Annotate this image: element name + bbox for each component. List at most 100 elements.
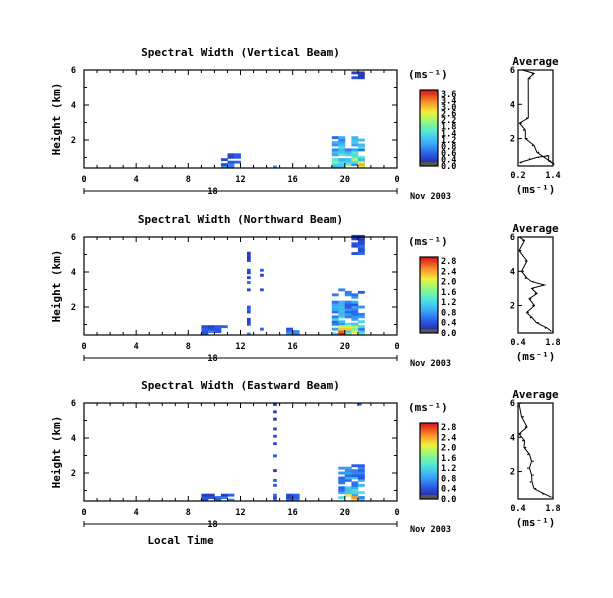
colorbar-cell	[420, 312, 438, 315]
cell	[227, 160, 235, 164]
colorbar-cell	[420, 152, 438, 156]
profile-point	[537, 151, 540, 154]
profile-point	[520, 122, 522, 124]
x-tick-label: 4	[134, 175, 139, 185]
colorbar-cell	[420, 453, 438, 456]
cell	[338, 471, 346, 475]
date-day: 18	[207, 187, 217, 197]
profile-point	[523, 129, 525, 131]
profile-point	[527, 311, 529, 314]
profile-x-tick-label: 1.4	[545, 171, 560, 181]
profile-title: Average	[512, 55, 559, 68]
colorbar-cell	[420, 459, 438, 462]
cell	[331, 141, 339, 144]
cell	[201, 325, 209, 329]
profile-point	[522, 439, 524, 442]
cell	[357, 252, 365, 255]
y-tick-label: 4	[71, 268, 76, 278]
cell	[351, 160, 359, 164]
colorbar-cell	[420, 447, 438, 451]
plot-frame	[83, 236, 398, 336]
colorbar-cell	[420, 470, 438, 473]
profile-unit: (ms⁻¹)	[516, 516, 556, 529]
colorbar-zero	[420, 495, 438, 499]
cell	[201, 332, 209, 336]
y-tick-label: 6	[71, 66, 76, 76]
colorbar-cell	[420, 116, 438, 119]
cell	[351, 158, 359, 162]
cell	[201, 327, 209, 331]
cell	[247, 254, 251, 258]
cell	[247, 256, 251, 260]
cell	[351, 471, 359, 475]
colorbar-cell	[420, 472, 438, 475]
cell	[344, 330, 352, 333]
colorbar-cell	[420, 428, 438, 432]
cell	[286, 493, 293, 497]
cell	[338, 308, 346, 311]
cell	[273, 417, 277, 421]
cell	[344, 486, 352, 490]
cell	[351, 155, 359, 159]
cell	[357, 138, 365, 142]
profile-point	[526, 137, 528, 140]
profile-point	[534, 487, 537, 490]
cell	[357, 305, 365, 309]
colorbar-cell	[420, 423, 438, 426]
cell	[357, 163, 365, 166]
cell	[273, 483, 277, 487]
colorbar-cell	[420, 489, 438, 492]
cell	[273, 478, 277, 482]
cell	[331, 293, 339, 297]
profile-y-tick-label: 6	[510, 66, 515, 76]
colorbar-label: 0.6	[441, 149, 456, 159]
panel-2: Spectral Width (Northward Beam)0 4 8 12 16 20…	[50, 213, 561, 369]
cell	[338, 148, 346, 152]
cell	[357, 496, 365, 499]
profile-point	[534, 292, 537, 295]
profile-x-tick-label: 0.4	[510, 504, 525, 514]
data-patch-5	[344, 488, 359, 502]
colorbar-cell	[420, 317, 438, 321]
cell	[357, 237, 365, 241]
colorbar-label: 1.8	[441, 123, 456, 133]
cell	[338, 146, 346, 149]
cell	[357, 165, 365, 169]
profile-point	[522, 270, 524, 273]
profile-title: Average	[512, 388, 559, 401]
cell	[286, 330, 293, 333]
cell	[357, 249, 365, 253]
cell	[357, 402, 362, 406]
colorbar-label: 0.0	[441, 162, 456, 172]
cell	[357, 158, 365, 162]
cell	[351, 325, 359, 329]
colorbar-cell	[420, 95, 438, 99]
cell	[338, 288, 346, 292]
profile-point	[532, 474, 534, 476]
colorbar-cell	[420, 468, 438, 471]
cell	[351, 76, 359, 80]
colorbar-cell	[420, 449, 438, 452]
colorbar-cell	[420, 300, 438, 304]
cell	[357, 325, 365, 329]
cell	[344, 471, 352, 475]
cell	[331, 153, 339, 157]
cell	[357, 247, 365, 251]
colorbar-cell	[420, 287, 438, 290]
profile-frame	[517, 69, 554, 167]
cell	[331, 136, 339, 140]
x-tick-label: 20	[340, 342, 350, 352]
colorbar-cell	[420, 279, 438, 283]
colorbar-unit: (ms⁻¹)	[408, 235, 448, 248]
colorbar-cell	[420, 154, 438, 157]
colorbar-cell	[420, 481, 438, 485]
cell	[227, 153, 235, 157]
x-tick-label: 8	[186, 175, 191, 185]
colorbar-cell	[420, 143, 438, 146]
colorbar-label: 1.6	[441, 288, 456, 298]
cell	[273, 427, 277, 431]
cell	[357, 327, 365, 331]
colorbar-cell	[420, 126, 438, 129]
cell	[338, 476, 346, 480]
cell	[220, 496, 228, 499]
